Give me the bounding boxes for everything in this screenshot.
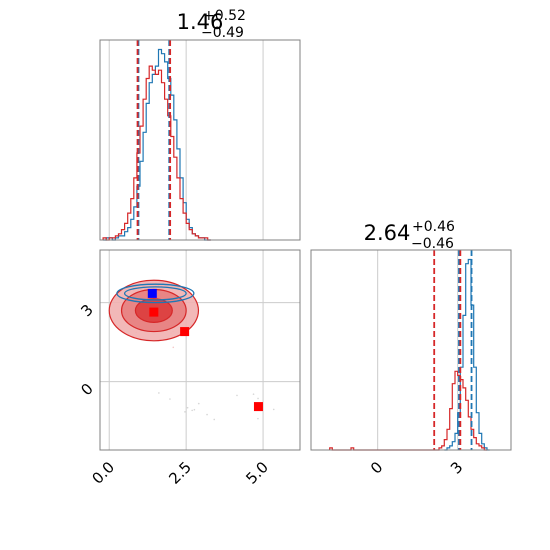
scatter-point — [257, 417, 259, 420]
scatter-point — [193, 408, 196, 411]
panel-joint: 0.0 2.5 5.0 03 — [77, 249, 301, 488]
scatter-point — [206, 413, 208, 416]
panel-hist-param1: 1.46 +0.52 −0.49 — [99, 8, 301, 241]
panel-hist-param2: 2.64 +0.46 −0.46 — [310, 219, 512, 451]
panel-title: 1.46 — [177, 10, 224, 34]
scatter-point — [191, 409, 193, 412]
histogram-red — [102, 65, 211, 241]
title-upper: +0.52 — [203, 8, 246, 24]
tick-label: 3 — [77, 301, 96, 320]
y-tick-labels: 03 — [77, 301, 96, 399]
axes-frame — [99, 39, 301, 241]
panel-title: 2.64 — [364, 221, 411, 245]
title-main: 2.64 — [364, 221, 411, 245]
scatter-point — [184, 411, 186, 413]
tick-label: 0.0 — [88, 458, 118, 488]
tick-label: 0 — [77, 380, 96, 399]
histogram-blue — [103, 48, 211, 241]
scatter-point — [272, 408, 275, 411]
title-main: 1.46 — [177, 10, 224, 34]
scatter-point — [197, 402, 200, 405]
histogram-red — [329, 370, 487, 451]
tick-label: 2.5 — [165, 458, 195, 488]
scatter-point — [186, 406, 189, 409]
contour-blue — [116, 283, 195, 304]
quantile-lines — [136, 40, 172, 240]
marker-square — [253, 402, 263, 412]
title-lower: −0.49 — [201, 25, 244, 41]
marker-square — [147, 288, 157, 298]
histogram-blue — [444, 258, 490, 451]
tick-label: 3 — [447, 458, 466, 477]
grid-lines — [100, 250, 300, 450]
title-lower: −0.46 — [411, 236, 454, 252]
axes-frame — [310, 249, 512, 451]
scatter-point — [236, 394, 238, 397]
x-tick-labels: 0.0 2.5 5.0 — [88, 458, 271, 488]
marker-square — [149, 307, 159, 317]
histogram-series — [102, 48, 211, 241]
scatter-point — [252, 393, 255, 395]
markers — [147, 288, 263, 412]
scatter-point — [172, 346, 175, 349]
marker-square — [180, 327, 190, 337]
contour-blue — [123, 286, 187, 301]
tick-label: 5.0 — [242, 458, 272, 488]
grid-lines — [377, 250, 459, 450]
title-upper: +0.46 — [412, 219, 455, 235]
histogram-series — [329, 258, 490, 451]
scatter-point — [213, 418, 216, 421]
quantile-lines — [433, 250, 473, 450]
scatter-point — [158, 392, 160, 394]
scatter-point — [257, 397, 259, 400]
scatter-point — [169, 398, 171, 400]
tick-label: 0 — [367, 458, 386, 477]
axes-frame — [99, 249, 301, 451]
